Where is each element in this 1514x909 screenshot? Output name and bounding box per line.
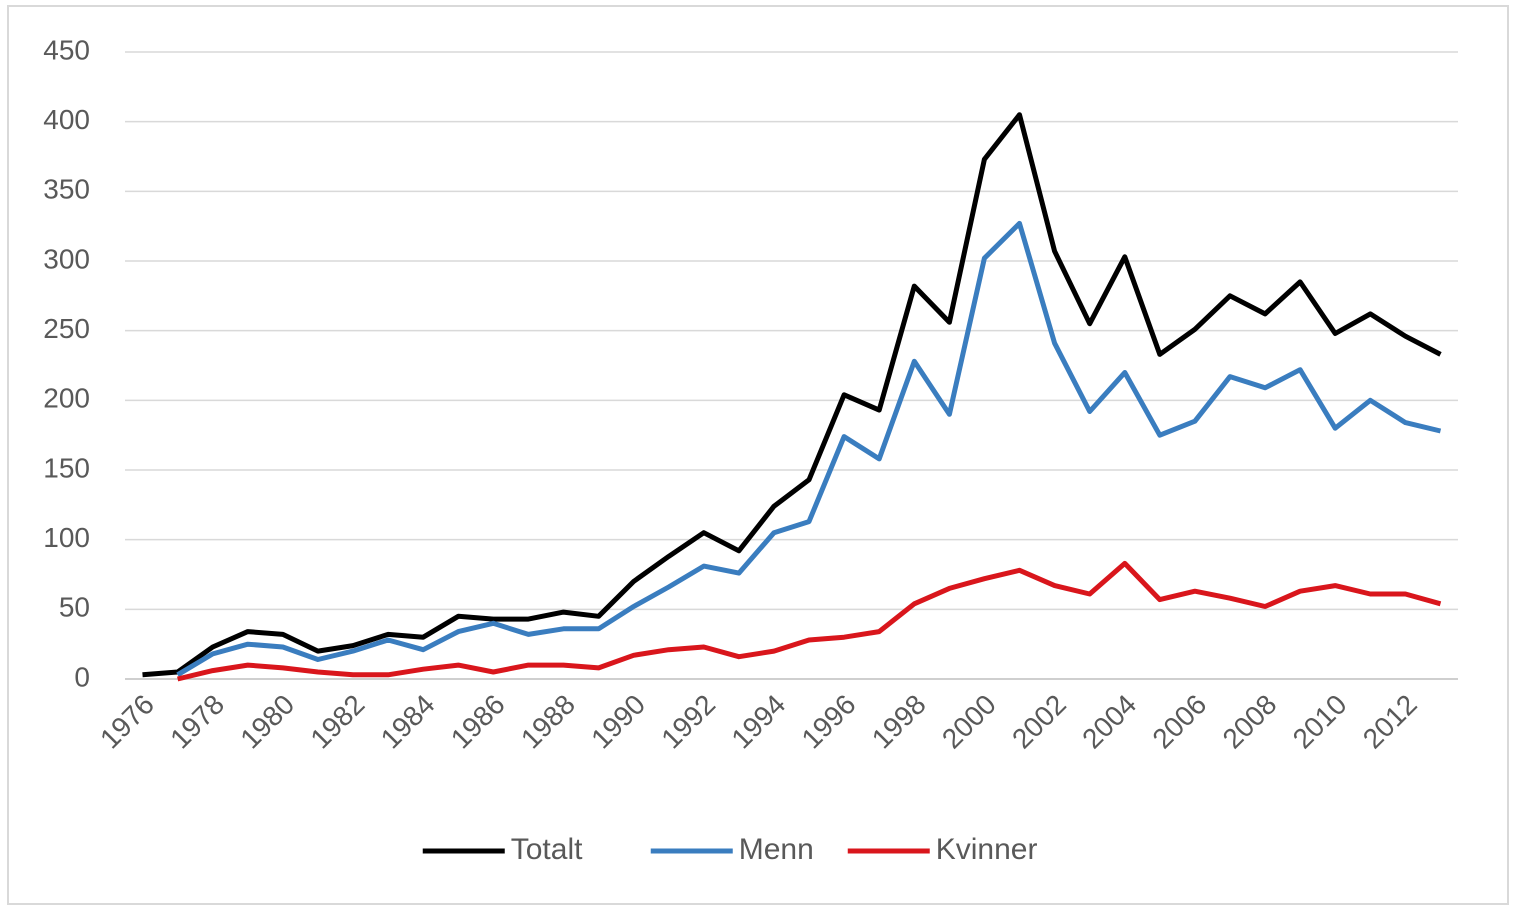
- y-tick-label: 200: [43, 383, 90, 414]
- line-series: [177, 560, 1442, 682]
- chart-frame: [7, 5, 1509, 905]
- y-tick-label: 400: [43, 104, 90, 135]
- y-tick-label: 300: [43, 243, 90, 274]
- legend-label: Menn: [739, 833, 814, 866]
- legend-label: Kvinner: [936, 833, 1038, 866]
- y-tick-label: 250: [43, 313, 90, 344]
- y-tick-label: 50: [59, 592, 90, 623]
- legend-label: Totalt: [511, 833, 583, 866]
- y-tick-label: 350: [43, 174, 90, 205]
- y-tick-label: 100: [43, 522, 90, 553]
- y-tick-label: 450: [43, 34, 90, 65]
- line-series: [142, 112, 1442, 678]
- line-series: [176, 220, 1442, 677]
- y-tick-label: 0: [74, 661, 90, 692]
- y-tick-label: 150: [43, 452, 90, 483]
